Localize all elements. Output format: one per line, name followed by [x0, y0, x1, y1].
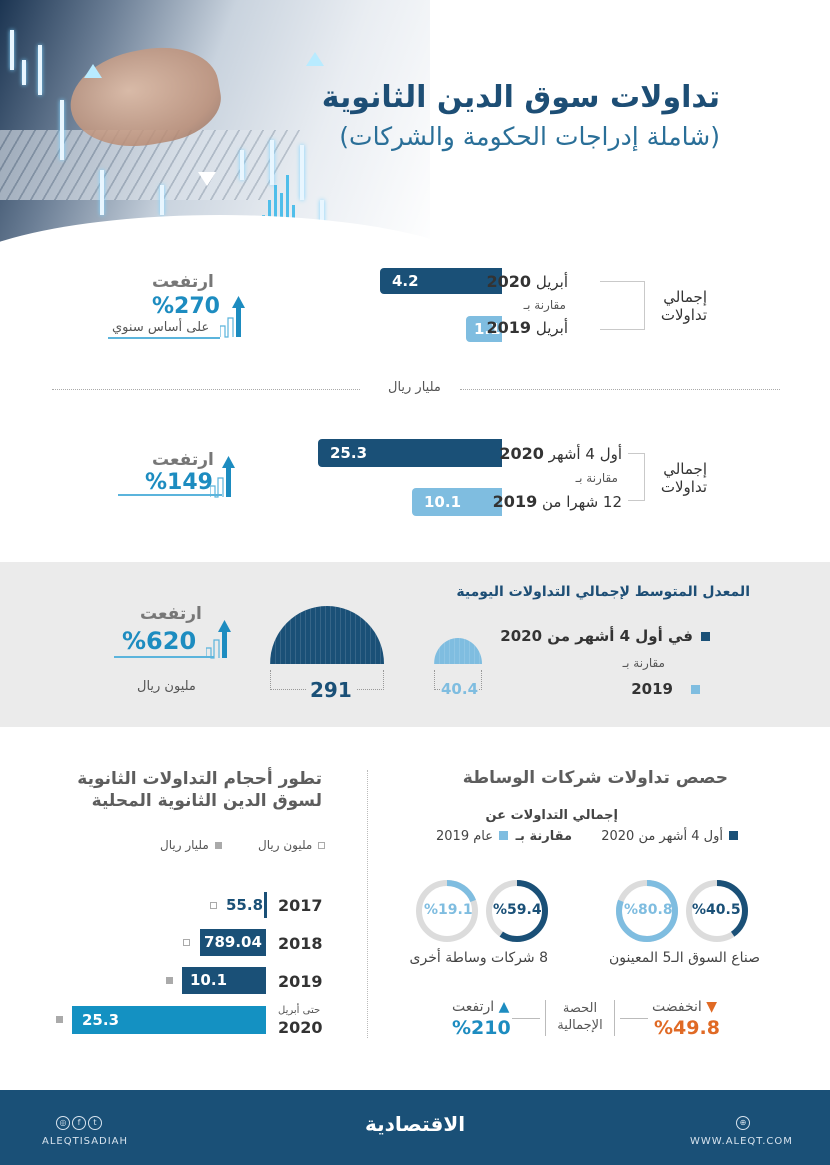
bar-2018: 789.04 — [200, 929, 266, 956]
unit-billion-marker — [166, 977, 173, 984]
fell-label: ▼ انخفضت — [652, 999, 718, 1015]
value-2017: 55.8 — [226, 896, 264, 914]
ring-other-brokers-2019 — [416, 880, 478, 942]
daily-average-title: المعدل المتوسط لإجمالي التداولات اليومية — [456, 584, 750, 600]
daily-average-band — [0, 562, 830, 727]
compare-label: مقارنة بـ — [515, 829, 572, 844]
footer — [0, 1090, 830, 1165]
yoy-note: على أساس سنوي — [112, 320, 210, 335]
compare-label: مقارنة بـ — [622, 656, 665, 670]
legend-2020: أول 4 أشهر من 2020 — [601, 829, 738, 844]
underline — [114, 656, 214, 658]
bar-2020: 25.3 — [72, 1006, 266, 1034]
up-triangle-icon: ▲ — [498, 999, 510, 1015]
bracket — [628, 453, 645, 501]
year-2020: 2020 — [278, 1018, 323, 1037]
rose-percent: %210 — [452, 1017, 511, 1039]
legend-2019: 2019 — [631, 680, 700, 698]
legend-swatch-dark — [701, 632, 710, 641]
value-2020: 291 — [306, 678, 356, 702]
label-12m-2019: 12 شهرا من 2019 — [492, 492, 622, 511]
bar-2017 — [264, 892, 267, 918]
divider-right — [460, 389, 780, 390]
rose-percent: %620 — [122, 627, 197, 655]
volumes-title: تطور أحجام التداولات الثانوية لسوق الدين … — [77, 769, 322, 811]
underline — [108, 337, 220, 339]
bracket — [600, 281, 645, 330]
growth-arrow-icon — [220, 296, 245, 338]
ring-other-brokers-2020 — [486, 880, 548, 942]
rose-word: ارتفعت — [152, 272, 214, 292]
label-4m-2020: أول 4 أشهر 2020 — [499, 444, 622, 463]
social-handle[interactable]: ALEQTISADIAH — [42, 1136, 129, 1147]
compare-label: مقارنة بـ — [523, 298, 566, 312]
facebook-icon[interactable]: f — [72, 1116, 86, 1130]
rose-word: ارتفعت — [152, 450, 214, 470]
ring-value: %19.1 — [424, 902, 473, 918]
vertical-divider — [367, 770, 368, 1038]
ring-market-makers-2019 — [616, 880, 678, 942]
total-share-label: الحصة الإجمالية — [545, 1000, 615, 1036]
note-until-april: حتى أبريل — [278, 1005, 321, 1016]
rose-percent: %149 — [145, 470, 213, 495]
fell-percent: %49.8 — [654, 1017, 720, 1039]
up-arrow-graphic — [84, 64, 102, 78]
caption-other-brokers: 8 شركات وساطة أخرى — [409, 950, 548, 966]
year-2019: 2019 — [278, 972, 323, 991]
twitter-icon[interactable]: t — [88, 1116, 102, 1130]
page-title: تداولات سوق الدين الثانوية — [321, 80, 720, 115]
hero-image — [0, 0, 430, 270]
legend-2020: في أول 4 أشهر من 2020 — [500, 627, 710, 645]
unit-label: مليار ريال — [388, 380, 441, 395]
down-arrow-graphic — [198, 172, 216, 186]
bar-2019: 10.1 — [182, 967, 266, 994]
up-arrow-graphic — [306, 52, 324, 66]
total-trades-label: إجمالي تداولات — [660, 288, 707, 324]
brokers-subtitle: إجمالي التداولات عن — [485, 808, 618, 823]
divider-left — [52, 389, 360, 390]
ring-value: %40.5 — [692, 902, 741, 918]
website-link[interactable]: WWW.ALEQT.COM — [690, 1136, 793, 1147]
instagram-icon[interactable]: ◎ — [56, 1116, 70, 1130]
page-subtitle: (شاملة إدراجات الحكومة والشركات) — [339, 122, 720, 151]
ring-market-makers-2020 — [686, 880, 748, 942]
label-april-2019: أبريل 2019 — [486, 318, 568, 337]
unit-billion-marker — [56, 1016, 63, 1023]
caption-market-makers: صناع السوق الـ5 المعينون — [609, 950, 760, 966]
rose-percent: %270 — [152, 294, 220, 319]
legend-2019: عام 2019 — [436, 829, 508, 844]
brokers-title: حصص تداولات شركات الوساطة — [462, 768, 728, 788]
year-2018: 2018 — [278, 934, 323, 953]
unit-label: مليون ريال — [137, 679, 196, 694]
ring-value: %59.4 — [493, 902, 542, 918]
year-2017: 2017 — [278, 896, 323, 915]
social-icons: ◎ f t — [55, 1110, 103, 1130]
total-trades-label: إجمالي تداولات — [660, 460, 707, 496]
bar-12m-2019: 10.1 — [412, 488, 502, 516]
ring-value: %80.8 — [624, 902, 673, 918]
rose-word: ارتفعت — [140, 604, 202, 624]
legend-billion: مليار ريال — [160, 838, 222, 852]
bar-4m-2020: 25.3 — [318, 439, 502, 467]
compare-label: مقارنة بـ — [575, 471, 618, 485]
value-2019: 40.4 — [440, 680, 480, 698]
unit-million-marker — [183, 939, 190, 946]
bar-april-2020: 4.2 — [380, 268, 502, 294]
globe-icon: ⊕ — [735, 1110, 751, 1130]
unit-million-marker — [210, 902, 217, 909]
underline — [118, 494, 222, 496]
legend-million: مليون ريال — [258, 838, 326, 852]
label-april-2020: أبريل 2020 — [486, 272, 568, 291]
rose-label: ▲ ارتفعت — [452, 999, 510, 1015]
legend-swatch-light — [691, 685, 700, 694]
growth-arrow-icon — [206, 620, 231, 659]
growth-arrow-icon — [210, 456, 235, 498]
logo: الاقتصادية — [365, 1112, 466, 1136]
down-triangle-icon: ▼ — [706, 999, 718, 1015]
bar-april-2019: 1.1 — [466, 316, 502, 342]
